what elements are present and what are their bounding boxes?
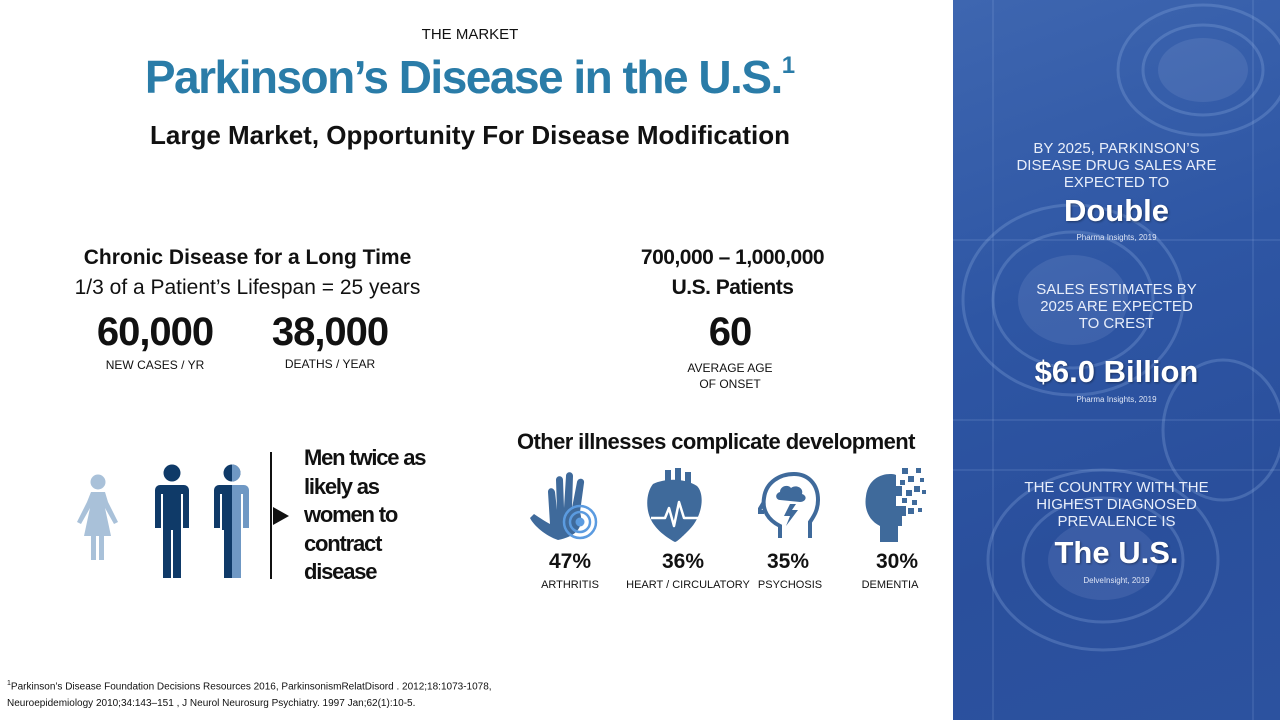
- panel-block2-line3: TO CREST: [1078, 315, 1155, 332]
- gender-statement-line: likely as: [304, 473, 380, 499]
- man-icon: [155, 464, 189, 578]
- deaths-value: 38,000: [271, 310, 389, 354]
- deaths-label: DEATHS / YEAR: [284, 357, 376, 371]
- footnote-line2: Neuroepidemiology 2010;34:143–151 , J Ne…: [7, 698, 416, 710]
- new-cases-value: 60,000: [96, 310, 214, 354]
- panel-block1-line3: EXPECTED TO: [1063, 174, 1170, 191]
- arthritis-label: ARTHRITIS: [541, 579, 599, 591]
- panel-block1-source: Pharma Insights, 2019: [1076, 233, 1157, 242]
- title-footnote-marker: 1: [781, 52, 796, 79]
- hand-joint-icon: [530, 472, 598, 540]
- gender-statement-line: Men twice as: [304, 445, 427, 470]
- patients-range: 700,000 – 1,000,000: [640, 246, 825, 269]
- head-pixel-icon: [865, 468, 926, 542]
- footnote-line1: 1Parkinson’s Disease Foundation Decision…: [7, 675, 907, 695]
- footnote-marker: 1: [7, 680, 11, 687]
- panel-block2-line1: SALES ESTIMATES BY: [1036, 281, 1197, 298]
- panel-block1-line1: BY 2025, PARKINSON’S: [1033, 140, 1200, 157]
- panel-block3-line2: HIGHEST DIAGNOSED: [1036, 496, 1197, 513]
- head-storm-icon: [758, 472, 821, 538]
- panel-block1-highlight: Double: [1063, 193, 1170, 228]
- arthritis-percent: 47%: [548, 550, 592, 573]
- psychosis-percent: 35%: [766, 550, 810, 573]
- stats-sidebar: BY 2025, PARKINSON’S DISEASE DRUG SALES …: [953, 0, 1280, 720]
- page-title-text: Parkinson’s Disease in the U.S.: [144, 51, 783, 103]
- panel-block2-line2: 2025 ARE EXPECTED: [1040, 298, 1193, 315]
- woman-icon: [77, 474, 118, 560]
- age-onset-label-line1: AVERAGE AGE: [687, 361, 773, 375]
- page-subtitle: Large Market, Opportunity For Disease Mo…: [150, 120, 790, 150]
- panel-block3-highlight: The U.S.: [1054, 535, 1179, 570]
- panel-block2-highlight: $6.0 Billion: [1034, 354, 1199, 389]
- footnote-line1-text: Parkinson’s Disease Foundation Decisions…: [10, 681, 492, 693]
- psychosis-label: PSYCHOSIS: [757, 579, 823, 591]
- gender-statement: Men twice as likely as women to contract…: [304, 444, 454, 587]
- age-onset-label-line2: OF ONSET: [699, 377, 761, 391]
- gender-statement-line: women to: [304, 502, 398, 527]
- dementia-label: DEMENTIA: [861, 579, 919, 591]
- chronic-detail: 1/3 of a Patient’s Lifespan = 25 years: [74, 276, 421, 299]
- new-cases-label: NEW CASES / YR: [105, 358, 205, 372]
- panel-block2-source: Pharma Insights, 2019: [1076, 395, 1157, 404]
- panel-block1-line2: DISEASE DRUG SALES ARE: [1016, 157, 1217, 174]
- heart-icon: [647, 468, 702, 542]
- patients-label: U.S. Patients: [671, 276, 794, 299]
- gender-figures: [77, 464, 249, 578]
- page-title: Parkinson’s Disease in the U.S.1: [0, 50, 940, 104]
- panel-block3-line1: THE COUNTRY WITH THE: [1024, 479, 1209, 496]
- panel-block3-line3: PREVALENCE IS: [1057, 513, 1176, 530]
- section-kicker: THE MARKET: [421, 26, 519, 43]
- gender-statement-line: disease: [304, 559, 378, 584]
- heart-label: HEART / CIRCULATORY: [626, 579, 750, 591]
- pointer-triangle-icon: [273, 507, 289, 525]
- gender-divider: [270, 452, 272, 579]
- illnesses-heading: Other illnesses complicate development: [517, 429, 915, 454]
- man-split-icon: [214, 464, 249, 578]
- age-onset-value: 60: [708, 310, 753, 354]
- heart-percent: 36%: [661, 550, 705, 573]
- dementia-percent: 30%: [875, 550, 919, 573]
- gender-statement-line: contract: [304, 530, 382, 556]
- footnote: 1Parkinson’s Disease Foundation Decision…: [7, 675, 907, 712]
- brain-scan-background: [953, 0, 1280, 720]
- panel-block3-source: DelveInsight, 2019: [1083, 576, 1150, 585]
- chronic-heading: Chronic Disease for a Long Time: [83, 246, 412, 269]
